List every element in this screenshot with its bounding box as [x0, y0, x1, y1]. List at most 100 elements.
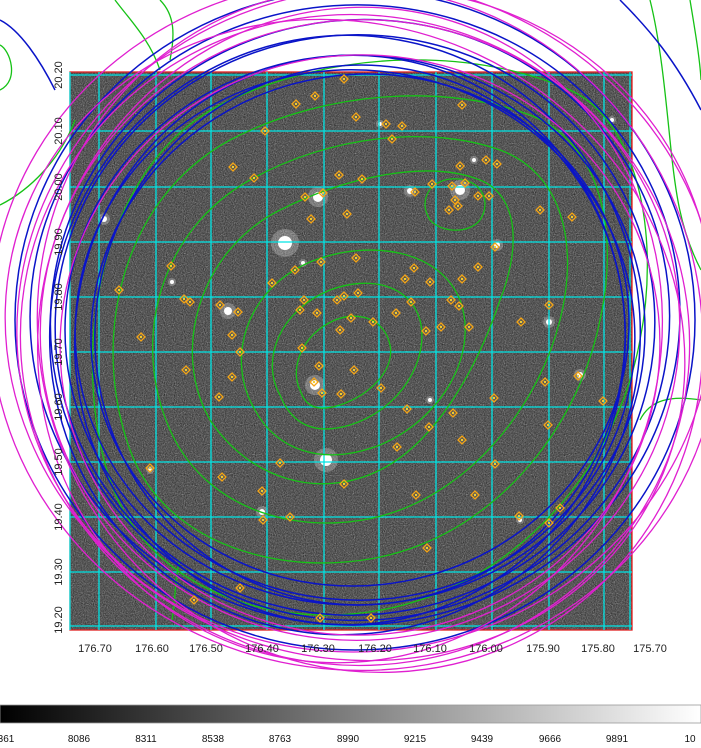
source-marker-center: [342, 77, 346, 81]
source-marker-center: [384, 122, 388, 126]
source-marker: [332, 295, 342, 305]
source-marker-center: [352, 368, 356, 372]
y-tick-label: 20.10: [53, 117, 65, 145]
source-marker-center: [601, 399, 605, 403]
source-marker: [215, 300, 225, 310]
source-marker: [227, 372, 237, 382]
source-marker: [544, 300, 554, 310]
source-marker: [310, 91, 320, 101]
magenta-ellipse: [59, 54, 661, 636]
source-marker-center: [342, 482, 346, 486]
source-marker: [397, 121, 407, 131]
source-marker-center: [261, 518, 265, 522]
source-marker-center: [517, 514, 521, 518]
x-tick-label: 176.20: [358, 643, 392, 655]
source-marker-center: [337, 173, 341, 177]
source-marker: [249, 173, 259, 183]
colorbar-tick-label: 8538: [202, 734, 225, 745]
source-marker-center: [309, 217, 313, 221]
bright-source: [278, 236, 292, 250]
source-marker: [291, 99, 301, 109]
source-marker: [339, 74, 349, 84]
source-marker-center: [463, 181, 467, 185]
y-tick-label: 19.60: [53, 393, 65, 421]
source-marker-center: [460, 103, 464, 107]
source-marker: [481, 155, 491, 165]
source-marker: [454, 301, 464, 311]
source-marker-center: [476, 265, 480, 269]
source-marker: [351, 112, 361, 122]
source-marker: [448, 408, 458, 418]
source-marker-center: [354, 115, 358, 119]
source-marker-center: [460, 438, 464, 442]
source-marker: [351, 253, 361, 263]
source-marker-center: [188, 300, 192, 304]
source-marker: [422, 543, 432, 553]
source-marker-center: [547, 521, 551, 525]
x-tick-label: 176.00: [469, 643, 503, 655]
source-marker-center: [414, 493, 418, 497]
source-marker: [366, 613, 376, 623]
bright-source: [472, 158, 476, 162]
source-marker: [297, 343, 307, 353]
source-marker-center: [260, 489, 264, 493]
source-marker: [446, 295, 456, 305]
source-marker: [516, 317, 526, 327]
source-marker: [489, 393, 499, 403]
source-marker-center: [449, 298, 453, 302]
source-marker-center: [460, 277, 464, 281]
source-markers: [114, 74, 608, 623]
source-marker: [336, 389, 346, 399]
green-contour: [191, 170, 514, 485]
source-marker-center: [270, 281, 274, 285]
green-contour: [424, 178, 486, 231]
source-marker-center: [238, 586, 242, 590]
source-marker-center: [300, 346, 304, 350]
blue-ellipse: [94, 64, 626, 606]
source-marker-center: [236, 310, 240, 314]
source-marker: [299, 295, 309, 305]
source-marker: [406, 297, 416, 307]
source-marker-center: [148, 466, 152, 470]
y-axis-labels: 20.20 20.10 20.00 19.90 19.80 19.70 19.60 19.50…: [53, 61, 65, 634]
source-marker-center: [218, 303, 222, 307]
source-marker-center: [169, 264, 173, 268]
y-tick-label: 19.50: [53, 448, 65, 476]
source-marker-center: [315, 311, 319, 315]
y-tick-label: 19.80: [53, 283, 65, 311]
source-marker: [285, 512, 295, 522]
source-marker: [567, 212, 577, 222]
source-marker: [514, 511, 524, 521]
source-marker: [233, 307, 243, 317]
magenta-ellipse: [39, 19, 681, 641]
source-marker: [470, 490, 480, 500]
source-marker-center: [495, 162, 499, 166]
source-marker: [464, 322, 474, 332]
colorbar-tick-label: 9439: [471, 734, 494, 745]
source-marker-center: [360, 177, 364, 181]
source-marker: [185, 297, 195, 307]
source-marker: [317, 388, 327, 398]
source-marker: [334, 170, 344, 180]
colorbar-tick-label: 8990: [337, 734, 360, 745]
source-marker: [312, 308, 322, 318]
source-marker-center: [349, 316, 353, 320]
source-marker: [457, 435, 467, 445]
source-marker-center: [182, 297, 186, 301]
source-marker: [189, 595, 199, 605]
source-marker: [484, 191, 494, 201]
source-marker: [410, 187, 420, 197]
x-tick-label: 176.30: [301, 643, 335, 655]
source-marker: [335, 325, 345, 335]
source-marker-center: [439, 325, 443, 329]
source-marker: [260, 126, 270, 136]
source-marker: [492, 159, 502, 169]
y-tick-label: 20.00: [53, 173, 65, 201]
source-marker: [473, 191, 483, 201]
source-marker-center: [394, 311, 398, 315]
source-marker: [409, 263, 419, 273]
colorbar-tick-label: 9891: [606, 734, 629, 745]
source-marker: [314, 361, 324, 371]
source-marker: [227, 330, 237, 340]
